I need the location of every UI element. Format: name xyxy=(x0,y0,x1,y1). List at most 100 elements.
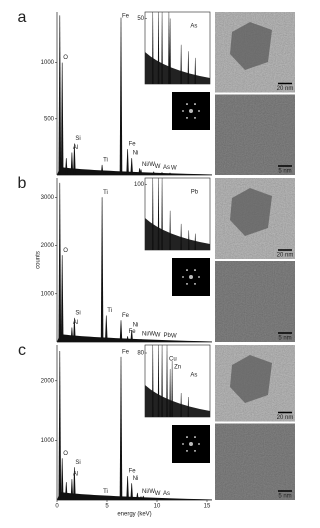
inset-background xyxy=(145,218,210,250)
diffraction-spot xyxy=(198,443,200,445)
inset-peak-label: Cu xyxy=(169,357,177,363)
diffraction-spot xyxy=(182,443,184,445)
peak xyxy=(73,317,76,342)
inset-peak xyxy=(169,18,171,84)
peak xyxy=(73,467,76,500)
peak-label: W xyxy=(155,491,161,497)
scale-label: 20 nm xyxy=(277,415,294,421)
inset-peak xyxy=(187,397,190,417)
diffraction-spot xyxy=(186,103,188,105)
inset-peak-label: As xyxy=(190,373,197,379)
peak-label: Fe xyxy=(122,350,130,356)
peak xyxy=(126,149,129,175)
y-tick-label: 1000 xyxy=(41,60,55,66)
peak xyxy=(58,350,62,500)
inset-peak xyxy=(168,12,170,84)
peak-label: Pb xyxy=(164,333,172,339)
diffraction-spot xyxy=(194,269,196,271)
peak-label: Ni/W xyxy=(142,332,155,338)
inset-y-tick-label: 50 xyxy=(137,16,144,22)
panel-letter: c xyxy=(18,342,26,359)
peak-label: Al xyxy=(73,145,78,151)
peak-label: Al xyxy=(73,320,78,326)
peak xyxy=(70,327,74,342)
x-tick-label: 0 xyxy=(55,504,59,510)
scale-label: 5 nm xyxy=(278,169,291,175)
peak xyxy=(105,171,108,175)
inset-peak xyxy=(194,57,197,84)
peak xyxy=(152,171,155,175)
peak xyxy=(126,336,129,342)
peak-label: Ni xyxy=(133,151,139,157)
diffraction-spot xyxy=(198,276,200,278)
peak xyxy=(58,15,62,176)
inset-peak xyxy=(194,233,197,250)
diffraction-spot xyxy=(186,117,188,119)
peak-label: As xyxy=(163,491,170,497)
peak xyxy=(73,143,76,175)
peak xyxy=(70,479,74,500)
y-tick-label: 1000 xyxy=(41,291,55,297)
diffraction-center xyxy=(189,275,193,279)
inset-peak xyxy=(157,345,160,417)
diffraction-center xyxy=(189,442,193,446)
peak xyxy=(65,482,68,500)
tem-image xyxy=(215,423,295,500)
inset-plot xyxy=(145,345,210,417)
scale-label: 5 nm xyxy=(278,494,291,500)
peak-label: Fe xyxy=(129,469,137,475)
scale-label: 5 nm xyxy=(278,336,291,342)
diffraction-spot xyxy=(194,450,196,452)
peak-label: Al xyxy=(73,472,78,478)
peak xyxy=(161,340,164,342)
peak xyxy=(168,340,172,342)
peak-label: Si xyxy=(75,460,80,466)
y-axis-label: counts xyxy=(36,251,42,269)
background xyxy=(57,492,212,500)
peak-label: Si xyxy=(75,136,80,142)
peak xyxy=(130,329,133,342)
particle xyxy=(230,355,272,403)
peak xyxy=(126,476,129,500)
peak xyxy=(142,495,145,500)
inset-peak-label: As xyxy=(190,24,197,30)
peak xyxy=(119,356,123,500)
peak xyxy=(100,164,104,175)
peak xyxy=(130,158,133,175)
inset-peak xyxy=(161,345,163,417)
peak-label: Ni/W xyxy=(142,489,155,495)
peak xyxy=(60,458,64,500)
diffraction-spot xyxy=(182,276,184,278)
particle xyxy=(230,22,272,70)
peak-label: Ti xyxy=(107,308,112,314)
x-axis-label: energy (keV) xyxy=(117,512,151,518)
diffraction-spot xyxy=(182,110,184,112)
inset-peak xyxy=(169,210,171,250)
inset-y-tick-label: 80 xyxy=(137,351,144,357)
diffraction-spot xyxy=(186,283,188,285)
peak-label: Ni/W xyxy=(142,162,155,168)
peak-label: Fe xyxy=(122,14,130,20)
diffraction-spot xyxy=(198,110,200,112)
peak xyxy=(139,496,143,500)
peak-label: Ti xyxy=(103,157,108,163)
inset-peak xyxy=(157,178,160,250)
scale-label: 20 nm xyxy=(277,253,294,259)
y-tick-label: 2000 xyxy=(41,243,55,249)
inset-peak xyxy=(180,393,182,417)
inset-peak xyxy=(152,178,154,250)
peak xyxy=(58,182,62,342)
background xyxy=(57,167,212,175)
peak-label: Fe xyxy=(129,329,137,335)
peak xyxy=(160,498,164,500)
peak xyxy=(100,496,104,500)
background xyxy=(57,334,212,342)
inset-peak xyxy=(180,44,182,84)
peak xyxy=(139,339,143,342)
peak xyxy=(168,172,172,175)
inset-y-tick-label: 100 xyxy=(134,182,145,188)
inset-peak xyxy=(169,369,171,417)
peak-label: Si xyxy=(75,310,80,316)
x-tick-label: 5 xyxy=(105,504,109,510)
y-tick-label: 3000 xyxy=(41,195,55,201)
